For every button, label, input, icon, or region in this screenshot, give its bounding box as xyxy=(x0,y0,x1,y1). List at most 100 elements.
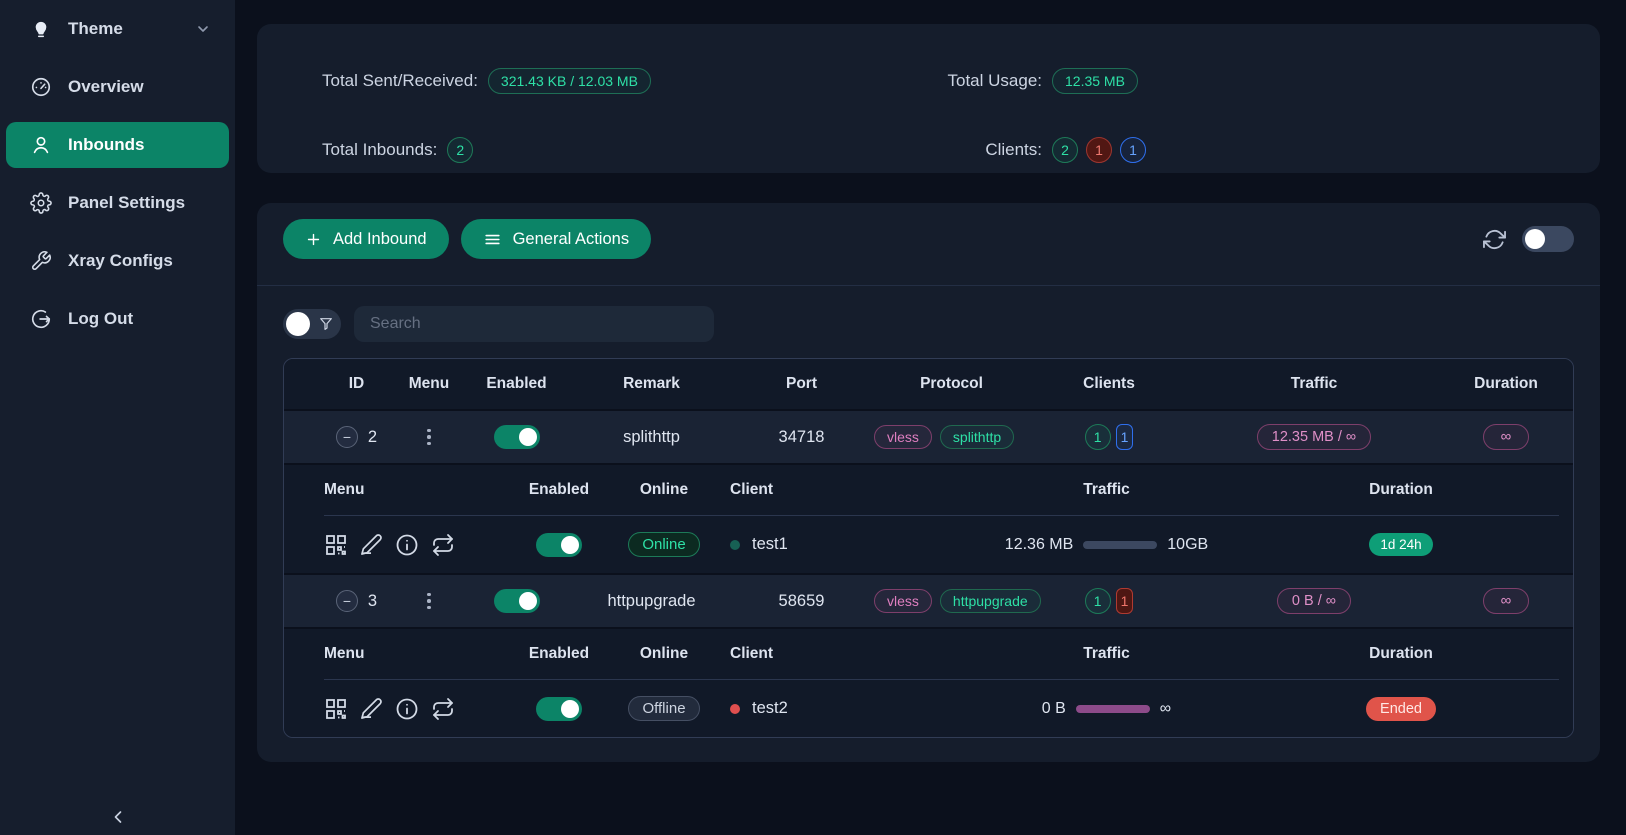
col-header-traffic: Traffic xyxy=(1290,375,1338,392)
client-row: Online test1 12.36 MB 10GB 1d 24h xyxy=(284,516,1573,573)
edit-icon[interactable] xyxy=(360,533,383,556)
client-subtable: Menu Enabled Online Client Traffic Durat… xyxy=(284,629,1573,737)
row-menu-icon[interactable] xyxy=(423,589,435,614)
stat-label: Total Inbounds: xyxy=(322,139,438,159)
transport-tag: httpupgrade xyxy=(939,589,1041,613)
toggle-knob xyxy=(561,699,579,718)
stat-sent-received: Total Sent/Received: 321.43 KB / 12.03 M… xyxy=(322,57,942,104)
inbound-port: 58659 xyxy=(778,591,825,610)
inbound-row[interactable]: − 3 httpupgrade 58659 vless httpupgrade … xyxy=(284,573,1573,629)
add-inbound-button[interactable]: Add Inbound xyxy=(283,219,449,259)
general-actions-label: General Actions xyxy=(512,229,630,248)
sidebar-item-inbounds[interactable]: Inbounds xyxy=(6,122,229,168)
client-enabled-toggle[interactable] xyxy=(536,532,582,557)
inbound-enabled-toggle[interactable] xyxy=(493,425,540,449)
main-content: Total Sent/Received: 321.43 KB / 12.03 M… xyxy=(235,0,1626,835)
info-icon[interactable] xyxy=(395,697,419,721)
subtable-header-row: Menu Enabled Online Client Traffic Durat… xyxy=(284,465,1573,515)
menu-lines-icon xyxy=(484,234,500,244)
clients-count-badge: 1 xyxy=(1084,588,1111,614)
client-name: test2 xyxy=(752,699,788,717)
sidebar-item-theme[interactable]: Theme xyxy=(6,6,229,52)
col-header-protocol: Protocol xyxy=(920,375,983,392)
add-inbound-label: Add Inbound xyxy=(333,229,427,248)
traffic-total: 10GB xyxy=(1167,535,1209,553)
filter-toggle[interactable] xyxy=(283,309,341,339)
sidebar-item-label: Inbounds xyxy=(68,135,145,154)
transport-tag: splithttp xyxy=(939,425,1015,449)
total-inbounds-badge: 2 xyxy=(447,136,474,163)
clients-active-badge: 2 xyxy=(1052,136,1078,163)
traffic-total: ∞ xyxy=(1159,699,1172,717)
clients-online-badge: 1 xyxy=(1120,136,1146,163)
info-icon[interactable] xyxy=(395,533,419,557)
reset-traffic-icon[interactable] xyxy=(431,697,455,721)
inbound-row[interactable]: − 2 splithttp 34718 vless splithttp 1 1 … xyxy=(284,409,1573,465)
sidebar-item-xray-configs[interactable]: Xray Configs xyxy=(6,238,229,284)
stat-label: Total Sent/Received: xyxy=(322,70,478,90)
online-status-badge: Offline xyxy=(628,696,700,721)
sidebar-item-label: Theme xyxy=(68,19,123,38)
plus-icon xyxy=(307,233,320,245)
stat-label: Clients: xyxy=(985,139,1042,159)
subcol-header-online: Online xyxy=(639,481,689,498)
inbound-enabled-toggle[interactable] xyxy=(493,589,540,613)
subtable-separator xyxy=(324,679,1559,680)
auto-refresh-toggle[interactable] xyxy=(1522,226,1574,252)
sidebar-collapse-button[interactable] xyxy=(108,807,128,827)
collapse-row-button[interactable]: − xyxy=(335,426,358,448)
search-row xyxy=(283,306,1574,342)
inbound-duration-badge: ∞ xyxy=(1482,588,1530,614)
col-header-menu: Menu xyxy=(408,375,450,392)
col-header-remark: Remark xyxy=(623,375,680,392)
gear-icon xyxy=(30,192,52,214)
subcol-header-traffic: Traffic xyxy=(1083,481,1130,498)
toggle-knob xyxy=(1525,229,1545,249)
subtable-header-row: Menu Enabled Online Client Traffic Durat… xyxy=(284,629,1573,679)
qr-code-icon[interactable] xyxy=(324,533,348,557)
search-input[interactable] xyxy=(354,306,714,342)
col-header-enabled: Enabled xyxy=(486,375,547,392)
subcol-header-client: Client xyxy=(730,645,774,662)
bulb-icon xyxy=(30,18,52,40)
sidebar-item-logout[interactable]: Log Out xyxy=(6,296,229,342)
wrench-icon xyxy=(30,250,52,272)
traffic-used: 0 B xyxy=(1041,699,1066,717)
toggle-knob xyxy=(286,312,310,336)
subcol-header-enabled: Enabled xyxy=(528,481,590,498)
subcol-header-menu: Menu xyxy=(324,481,365,498)
edit-icon[interactable] xyxy=(360,697,383,720)
table-header-row: ID Menu Enabled Remark Port Protocol Cli… xyxy=(284,359,1573,409)
sent-received-badge: 321.43 KB / 12.03 MB xyxy=(487,67,651,94)
row-menu-icon[interactable] xyxy=(423,425,435,450)
sidebar-item-label: Panel Settings xyxy=(68,193,186,212)
inbound-remark: splithttp xyxy=(623,427,680,446)
inbound-traffic-badge: 12.35 MB / ∞ xyxy=(1256,424,1372,450)
traffic-progress-bar xyxy=(1083,540,1158,549)
divider xyxy=(257,285,1600,286)
chevron-left-icon xyxy=(114,811,121,823)
inbound-duration-badge: ∞ xyxy=(1482,424,1530,450)
refresh-icon[interactable] xyxy=(1483,228,1506,251)
chevron-down-icon xyxy=(195,21,211,37)
stat-total-usage: Total Usage: 12.35 MB xyxy=(942,57,1600,104)
collapse-row-button[interactable]: − xyxy=(335,590,358,612)
traffic-progress-bar xyxy=(1075,704,1150,713)
inbound-id: 2 xyxy=(367,427,378,446)
reset-traffic-icon[interactable] xyxy=(431,533,455,557)
inbound-port: 34718 xyxy=(778,427,825,446)
sidebar-item-label: Overview xyxy=(68,77,144,96)
sidebar-item-panel-settings[interactable]: Panel Settings xyxy=(6,180,229,226)
client-row: Offline test2 0 B ∞ Ended xyxy=(284,680,1573,737)
qr-code-icon[interactable] xyxy=(324,697,348,721)
col-header-port: Port xyxy=(786,375,817,392)
general-actions-button[interactable]: General Actions xyxy=(460,219,652,259)
sidebar-item-label: Log Out xyxy=(68,309,134,328)
clients-expired-badge: 1 xyxy=(1086,136,1112,163)
sidebar-item-overview[interactable]: Overview xyxy=(6,64,229,110)
stats-card: Total Sent/Received: 321.43 KB / 12.03 M… xyxy=(257,24,1600,173)
clients-count-badge: 1 xyxy=(1084,424,1111,450)
client-enabled-toggle[interactable] xyxy=(536,696,582,721)
client-status-dot xyxy=(730,539,740,550)
stat-total-inbounds: Total Inbounds: 2 xyxy=(322,126,942,173)
